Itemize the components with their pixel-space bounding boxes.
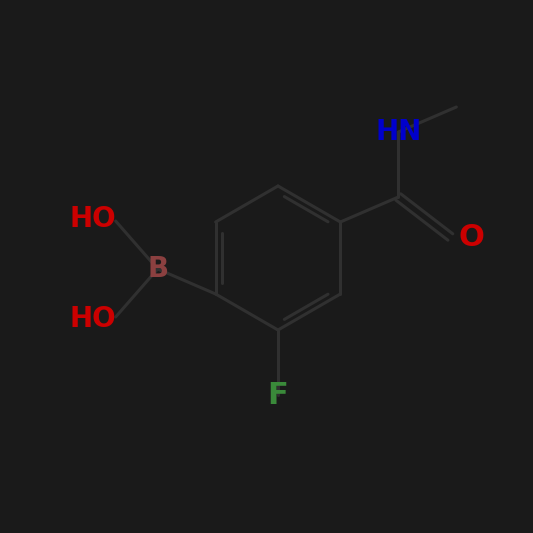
Text: HO: HO [69,305,116,333]
Text: HO: HO [69,205,116,233]
Text: O: O [458,222,484,252]
Text: HN: HN [375,118,422,146]
Text: F: F [268,381,288,409]
Text: B: B [147,255,168,283]
